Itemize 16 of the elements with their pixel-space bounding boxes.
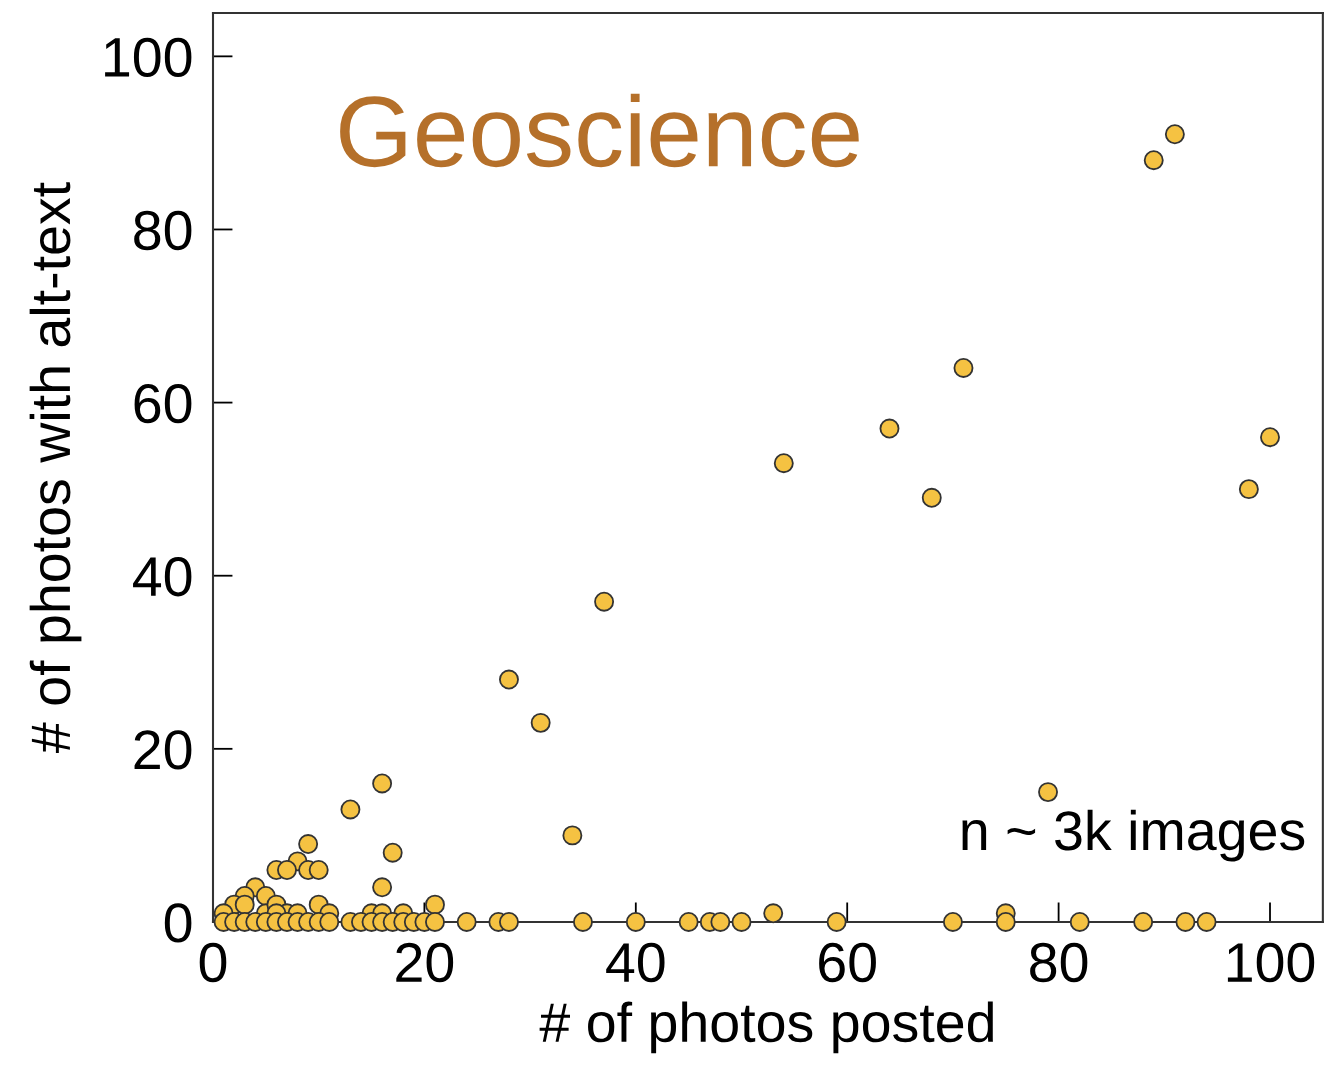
x-tick-label: 100 [1227, 942, 1315, 983]
x-axis-title: # of photos posted [539, 1001, 993, 1054]
y-tick-label: 80 [134, 210, 192, 251]
x-tick-label: 80 [1030, 942, 1088, 983]
x-tick-label: 0 [199, 942, 227, 983]
y-tick-label: 40 [133, 557, 192, 597]
y-tick-label: 0 [164, 903, 192, 943]
x-tick-label: 60 [819, 942, 876, 983]
y-axis-title: # of photos with alt-text [29, 182, 82, 753]
x-tick-label: 40 [606, 942, 665, 983]
y-tick-label: 20 [134, 730, 192, 770]
y-tick-label: 100 [105, 37, 192, 78]
annotation: n ~ 3k images [962, 809, 1305, 862]
text: Geoscience [340, 93, 859, 168]
x-tick-label: 20 [396, 942, 454, 983]
y-tick-label: 60 [134, 383, 192, 424]
